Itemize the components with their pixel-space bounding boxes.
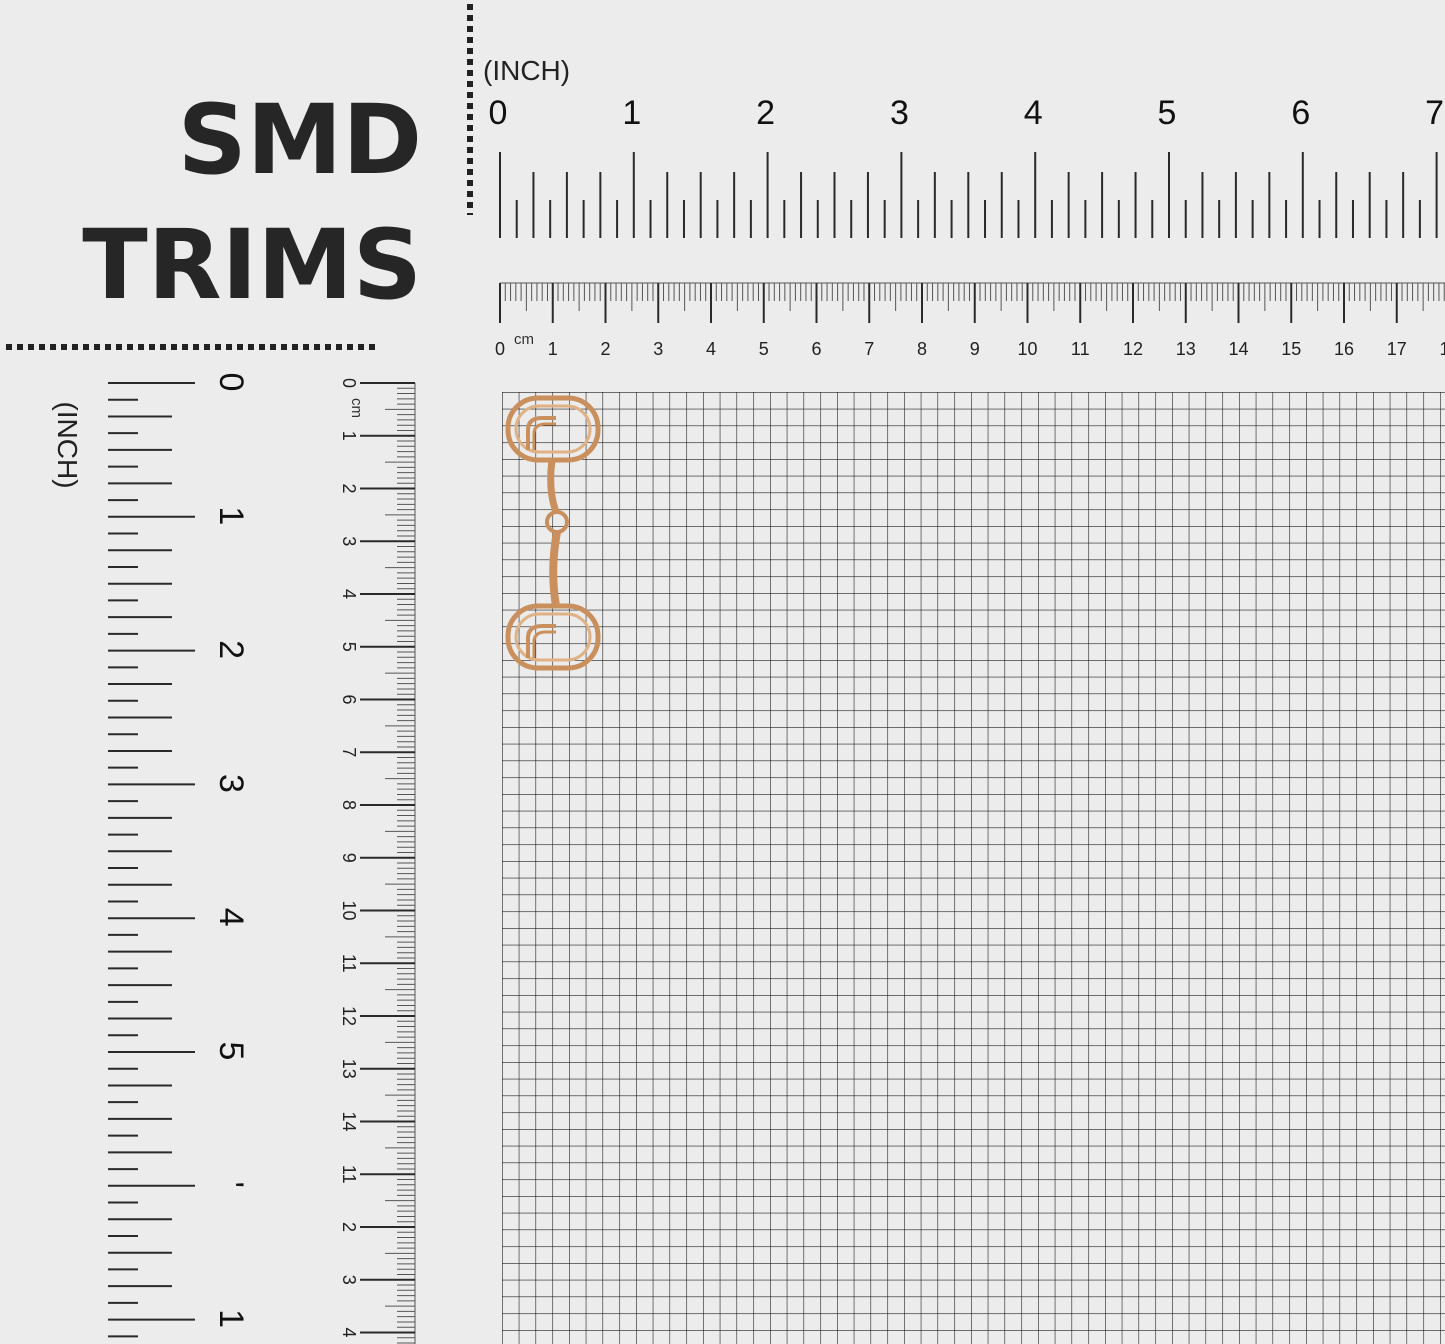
cm-label: 5 [759, 339, 769, 359]
cm-label: 1 [548, 339, 558, 359]
cm-label: 4 [339, 589, 359, 599]
cm-unit: cm [514, 331, 534, 348]
cm-label: 3 [339, 1275, 359, 1285]
inch-label: 4 [1024, 94, 1043, 132]
cm-label: 4 [706, 339, 716, 359]
cm-label: 0 [339, 378, 359, 388]
cm-label: 11 [339, 954, 359, 973]
cm-label: 17 [1387, 339, 1407, 359]
cm-unit: cm [348, 398, 365, 418]
ruler-ticks [108, 152, 1445, 1344]
unit-label: (INCH) [483, 55, 570, 86]
inch-label: 2 [756, 94, 775, 132]
cm-label: 14 [1228, 339, 1248, 359]
inch-label: 5 [1158, 94, 1177, 132]
inch-label: 3 [890, 94, 909, 132]
cm-label: 6 [339, 694, 359, 704]
cm-label: 9 [339, 853, 359, 863]
ruler-labels: 01234567cm012345678910111213141516171801… [212, 94, 1445, 1338]
inch-label: 3 [212, 774, 250, 793]
cm-label: 11 [1071, 339, 1090, 359]
inch-label: 5 [212, 1042, 250, 1061]
cm-label: 7 [339, 747, 359, 757]
inch-label: 0 [212, 373, 250, 392]
cm-label: 13 [339, 1059, 359, 1079]
cm-label: 8 [917, 339, 927, 359]
buckle [505, 395, 601, 671]
cm-label: 11 [339, 1165, 359, 1184]
inch-label: 1 [622, 94, 641, 132]
cm-label: 3 [653, 339, 663, 359]
cm-label: 9 [970, 339, 980, 359]
cm-label: 2 [600, 339, 610, 359]
inch-label: 2 [212, 640, 250, 659]
cm-label: 14 [339, 1111, 359, 1131]
inch-label: 1 [212, 506, 250, 525]
inch-label: 0 [489, 94, 508, 132]
cm-label: 7 [864, 339, 874, 359]
cm-label: 5 [339, 642, 359, 652]
title-line: TRIMS [82, 209, 422, 321]
title-line: SMD [178, 84, 422, 196]
unit-label: (INCH) [52, 401, 83, 488]
cm-label: 15 [1281, 339, 1301, 359]
cm-label: 6 [811, 339, 821, 359]
grid-board [502, 392, 1445, 1344]
cm-label: 18 [1439, 339, 1445, 359]
cm-label: 4 [339, 1327, 359, 1337]
cm-label: 0 [495, 339, 505, 359]
cm-label: 12 [1123, 339, 1143, 359]
cm-label: 13 [1176, 339, 1196, 359]
cm-label: 8 [339, 800, 359, 810]
cm-label: 3 [339, 536, 359, 546]
cm-label: 12 [339, 1006, 359, 1026]
inch-label: 4 [212, 908, 250, 927]
cm-label: 2 [339, 483, 359, 493]
cm-label: 1 [339, 431, 359, 441]
inch-label: 6 [1291, 94, 1310, 132]
cm-label: 10 [1017, 339, 1037, 359]
inch-label: ' [212, 1182, 250, 1189]
cm-label: 10 [339, 900, 359, 920]
cm-label: 16 [1334, 339, 1354, 359]
cm-label: 2 [339, 1222, 359, 1232]
inch-label: 7 [1425, 94, 1444, 132]
inch-label: 1 [212, 1309, 250, 1328]
